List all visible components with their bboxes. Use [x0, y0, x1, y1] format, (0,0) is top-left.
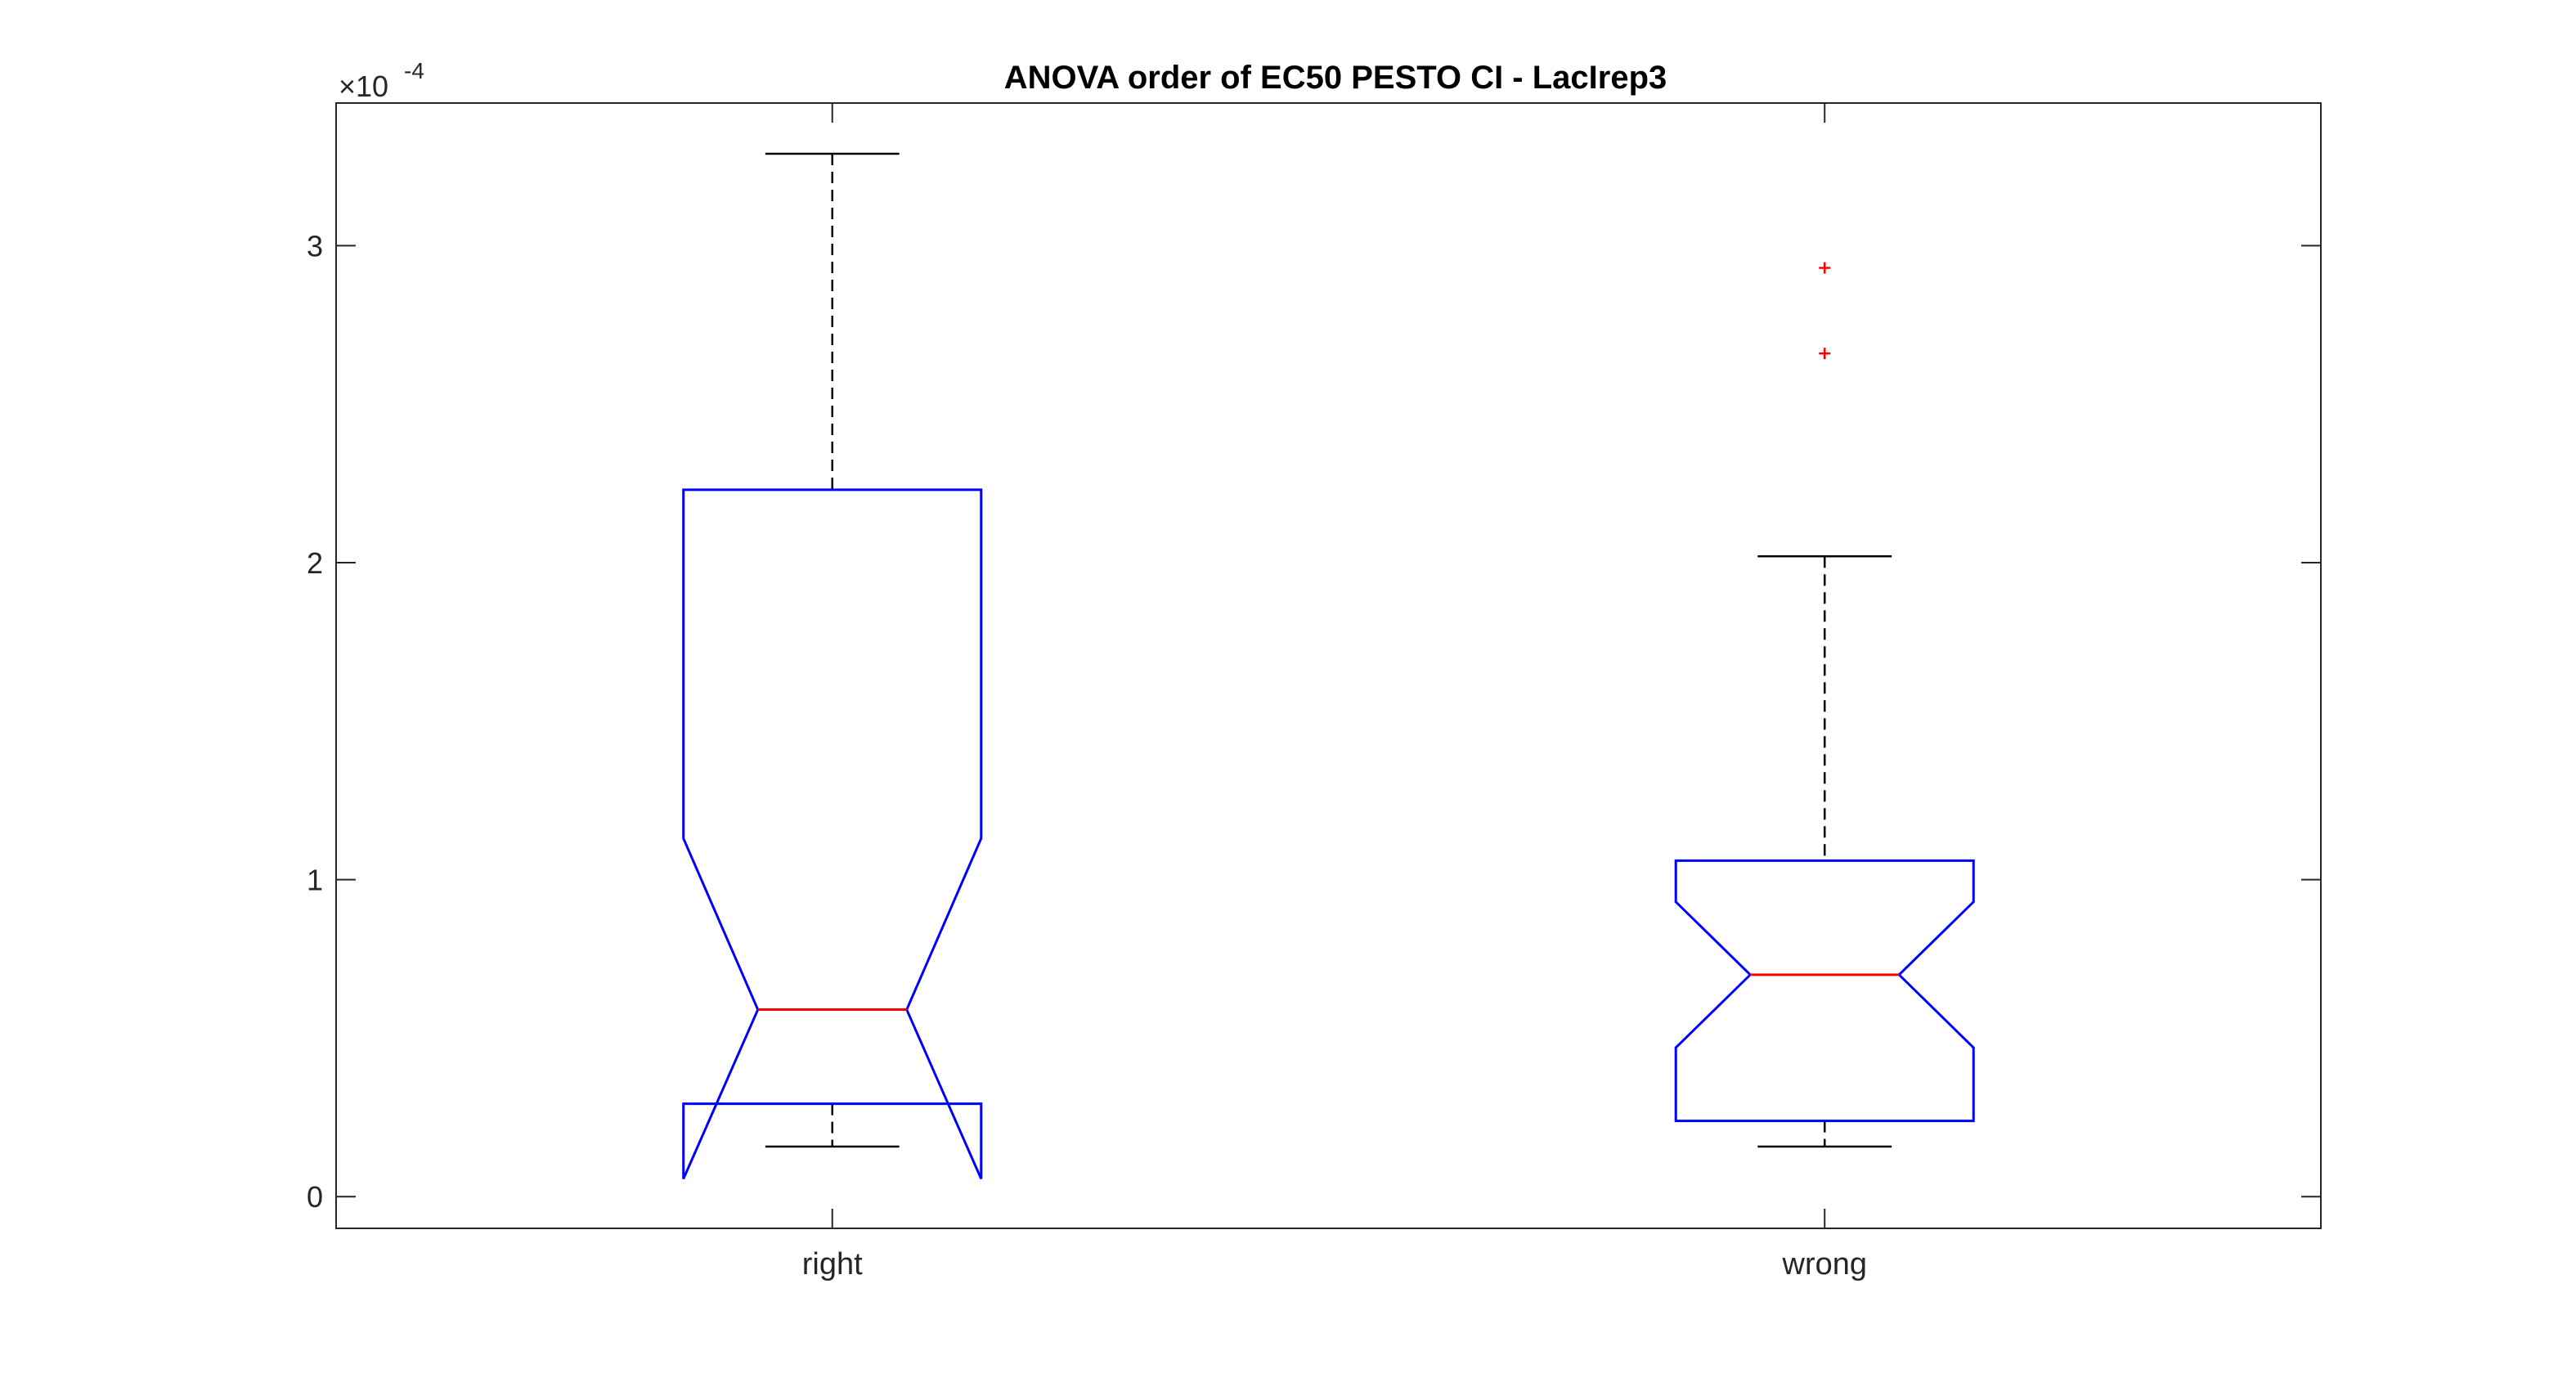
notched-box	[1674, 859, 1975, 1123]
outlier-marker	[1819, 262, 1831, 274]
y-tick-label: 3	[307, 229, 323, 263]
x-category-label: wrong	[1782, 1247, 1868, 1282]
y-tick-label: 2	[307, 546, 323, 580]
y-exponent-base: ×10	[339, 70, 388, 103]
boxes	[682, 152, 1975, 1180]
notched-box	[682, 488, 983, 1180]
chart-title: ANOVA order of EC50 PESTO CI - LacIrep3	[1004, 60, 1667, 96]
box-wrong	[1674, 262, 1975, 1148]
y-tick-label: 1	[307, 864, 323, 897]
axis-ticks: 0 1 2 3 right wrong	[307, 103, 2321, 1282]
plot-frame	[335, 102, 2322, 1229]
y-axis-exponent: ×10 -4	[339, 58, 424, 103]
axes	[335, 102, 2322, 1229]
x-category-label: right	[802, 1247, 863, 1282]
y-exponent-power: -4	[404, 58, 424, 83]
outlier-marker	[1819, 348, 1831, 360]
y-tick-label: 0	[307, 1180, 323, 1214]
box-right	[682, 152, 983, 1180]
